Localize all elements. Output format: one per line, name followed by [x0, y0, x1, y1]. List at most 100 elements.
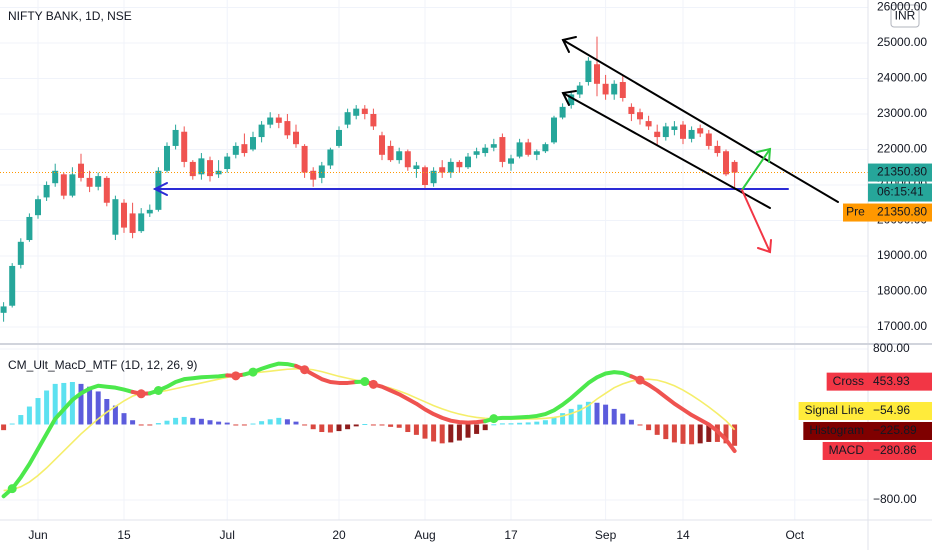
histogram-bar — [310, 424, 316, 430]
histogram-bar — [302, 424, 308, 426]
indicator-value: 453.93 — [873, 374, 910, 388]
candle-body — [224, 156, 231, 170]
histogram-bar — [112, 405, 118, 425]
histogram-bar — [551, 417, 557, 425]
histogram-bar — [525, 422, 531, 425]
y-tick-label: 25000.00 — [877, 35, 927, 49]
histogram-bar — [560, 413, 566, 425]
y-tick-label: 18000.00 — [877, 284, 927, 298]
histogram-bar — [173, 417, 179, 425]
candle-body — [404, 151, 411, 168]
histogram-bar — [44, 390, 50, 425]
candle-body — [103, 177, 110, 203]
candle-body — [310, 170, 317, 180]
candle-body — [60, 174, 67, 196]
candle-body — [465, 156, 471, 168]
cross-dot — [153, 385, 163, 395]
candle-body — [353, 108, 360, 116]
down-arrow-head — [757, 239, 772, 254]
candle-body — [379, 135, 385, 155]
histogram-bar — [689, 424, 695, 445]
candle-body — [35, 199, 41, 216]
chart-title: NIFTY BANK, 1D, NSE — [8, 9, 132, 23]
candle-body — [86, 177, 93, 187]
currency-badge[interactable] — [890, 4, 920, 28]
macd-line — [147, 373, 230, 396]
histogram-bar — [706, 424, 712, 442]
candle-body — [189, 161, 196, 177]
histogram-bar — [241, 424, 247, 426]
histogram-bar — [224, 422, 230, 425]
x-tick-label: 15 — [117, 528, 131, 542]
x-tick-label: Jul — [220, 528, 235, 542]
histogram-bar — [284, 419, 290, 425]
indicator-value: −280.86 — [873, 443, 917, 457]
channel-lower-head — [561, 90, 577, 106]
cross-dot — [300, 365, 310, 375]
cross-dot — [635, 375, 645, 385]
candle-body — [387, 145, 394, 161]
candle-body — [361, 108, 368, 114]
histogram-bar — [723, 424, 729, 444]
histogram-bar — [345, 424, 351, 430]
countdown-box — [868, 183, 932, 202]
histogram-bar — [52, 383, 58, 425]
candle-body — [723, 151, 729, 175]
histogram-bar — [431, 424, 437, 442]
candle-body — [473, 151, 480, 155]
x-tick-label: 14 — [676, 528, 690, 542]
x-tick-label: Sep — [595, 528, 617, 542]
histogram-bar — [577, 404, 583, 425]
histogram-bar — [147, 424, 153, 426]
candle-body — [9, 265, 16, 306]
histogram-bar — [61, 382, 67, 425]
histogram-bar — [499, 423, 505, 425]
cross-dot — [368, 379, 378, 389]
histogram-bar — [336, 424, 342, 432]
y-tick-label: 24000.00 — [877, 71, 927, 85]
candle-body — [439, 167, 446, 173]
up-arrow — [741, 148, 771, 191]
countdown: 06:15:41 — [877, 185, 924, 199]
candle-body — [95, 176, 102, 187]
histogram-bar — [568, 408, 574, 425]
indicator-name-box — [826, 372, 868, 391]
x-tick-label: 20 — [332, 528, 346, 542]
x-tick-label: Aug — [414, 528, 435, 542]
histogram-bar — [388, 424, 394, 427]
indicator-value-box — [868, 401, 932, 420]
candle-body — [396, 151, 403, 161]
drawings — [152, 36, 839, 254]
candle-body — [413, 165, 420, 170]
histogram-bar — [542, 420, 548, 425]
candle-body — [628, 106, 635, 114]
indicator-name: MACD — [829, 443, 865, 457]
candle-body — [422, 167, 428, 185]
indicator-name: Signal Line — [805, 403, 865, 417]
candle-body — [585, 60, 592, 83]
indicator-value-box — [868, 441, 932, 460]
candle-body — [705, 133, 712, 146]
histogram-bar — [508, 423, 514, 425]
marks — [0, 36, 868, 499]
histogram-bar — [190, 417, 196, 425]
x-tick-label: Jun — [28, 528, 47, 542]
candle-body — [680, 124, 686, 139]
candle-body — [714, 145, 721, 154]
histogram-bar — [439, 424, 445, 444]
y-tick-label: 800.00 — [873, 341, 910, 355]
histogram-bar — [379, 424, 385, 426]
candle-body — [52, 170, 59, 184]
cross-dot — [7, 484, 17, 494]
candle-body — [181, 131, 188, 162]
candle-body — [17, 241, 24, 265]
candle-body — [525, 142, 532, 155]
histogram-bar — [603, 404, 609, 425]
candle-body — [78, 163, 84, 178]
histogram-bar — [654, 424, 660, 435]
indicator-title: CM_Ult_MacD_MTF (1D, 12, 26, 9) — [8, 358, 197, 372]
candle-body — [207, 160, 213, 177]
